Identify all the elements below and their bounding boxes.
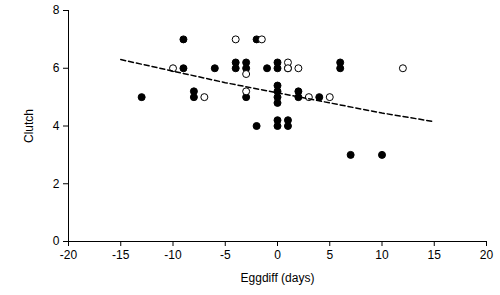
- svg-text:Clutch: Clutch: [22, 109, 36, 143]
- svg-text:Eggdiff (days): Eggdiff (days): [241, 271, 315, 285]
- svg-text:2: 2: [53, 177, 60, 191]
- svg-text:-5: -5: [220, 248, 231, 262]
- svg-text:4: 4: [53, 119, 60, 133]
- svg-text:6: 6: [53, 61, 60, 75]
- svg-text:0: 0: [274, 248, 281, 262]
- svg-text:15: 15: [428, 248, 442, 262]
- svg-text:20: 20: [480, 248, 494, 262]
- svg-text:0: 0: [53, 234, 60, 248]
- svg-text:5: 5: [326, 248, 333, 262]
- svg-text:-20: -20: [60, 248, 78, 262]
- svg-text:-15: -15: [112, 248, 130, 262]
- svg-text:10: 10: [375, 248, 389, 262]
- svg-text:-10: -10: [164, 248, 182, 262]
- svg-text:8: 8: [53, 3, 60, 17]
